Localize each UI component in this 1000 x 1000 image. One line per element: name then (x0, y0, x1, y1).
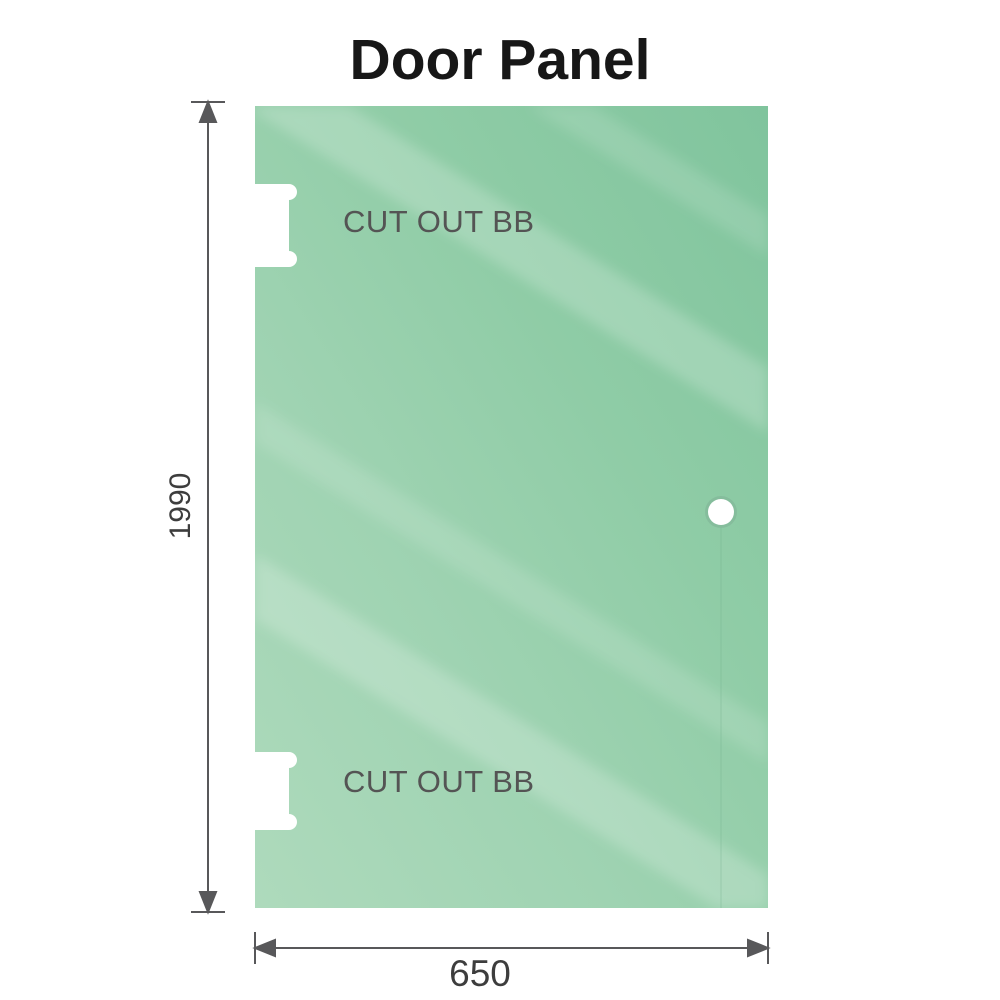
svg-text:650: 650 (449, 953, 511, 994)
svg-text:1990: 1990 (164, 473, 197, 540)
